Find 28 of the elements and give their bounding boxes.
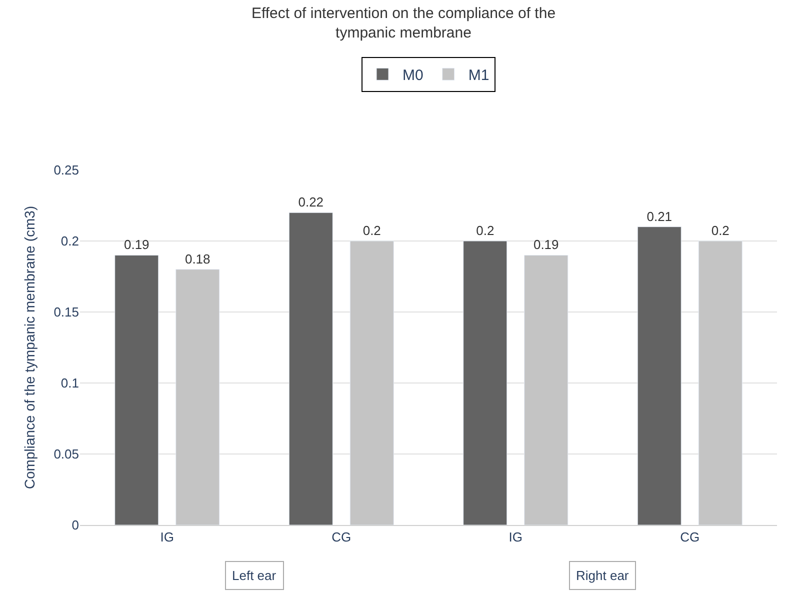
y-tick-label: 0.15	[54, 304, 79, 320]
data-label: 0.22	[298, 194, 324, 210]
legend-label: M0	[402, 67, 424, 84]
legend-label: M1	[468, 67, 490, 84]
y-tick-label: 0.05	[54, 446, 79, 462]
data-label: 0.21	[646, 208, 672, 224]
bar	[463, 240, 508, 525]
bar	[114, 254, 159, 525]
data-label: 0.19	[124, 237, 150, 252]
data-label: 0.18	[184, 251, 210, 266]
x-tick-label: IG	[508, 530, 522, 545]
data-label: 0.19	[533, 237, 559, 252]
y-tick-label: 0.25	[54, 162, 79, 178]
text: Left ear	[232, 568, 277, 583]
x-tick-label: CG	[332, 530, 352, 545]
y-tick-label: 0.2	[60, 234, 79, 249]
y-tick-label: 0.1	[60, 376, 79, 391]
text: Right ear	[576, 568, 630, 583]
data-label: 0.2	[711, 223, 730, 238]
bar	[637, 226, 682, 525]
data-label: 0.2	[476, 223, 494, 238]
data-label: 0.2	[362, 223, 381, 238]
bar	[288, 212, 333, 525]
x-tick-label: CG	[680, 530, 700, 545]
chart-title: Effect of intervention on the compliance of the tympanic membrane	[251, 5, 556, 42]
y-tick-label: 0	[72, 518, 79, 533]
x-tick-label: IG	[160, 530, 174, 545]
y-axis-title: Compliance of the tympanic membrane (cm3)	[21, 206, 38, 490]
